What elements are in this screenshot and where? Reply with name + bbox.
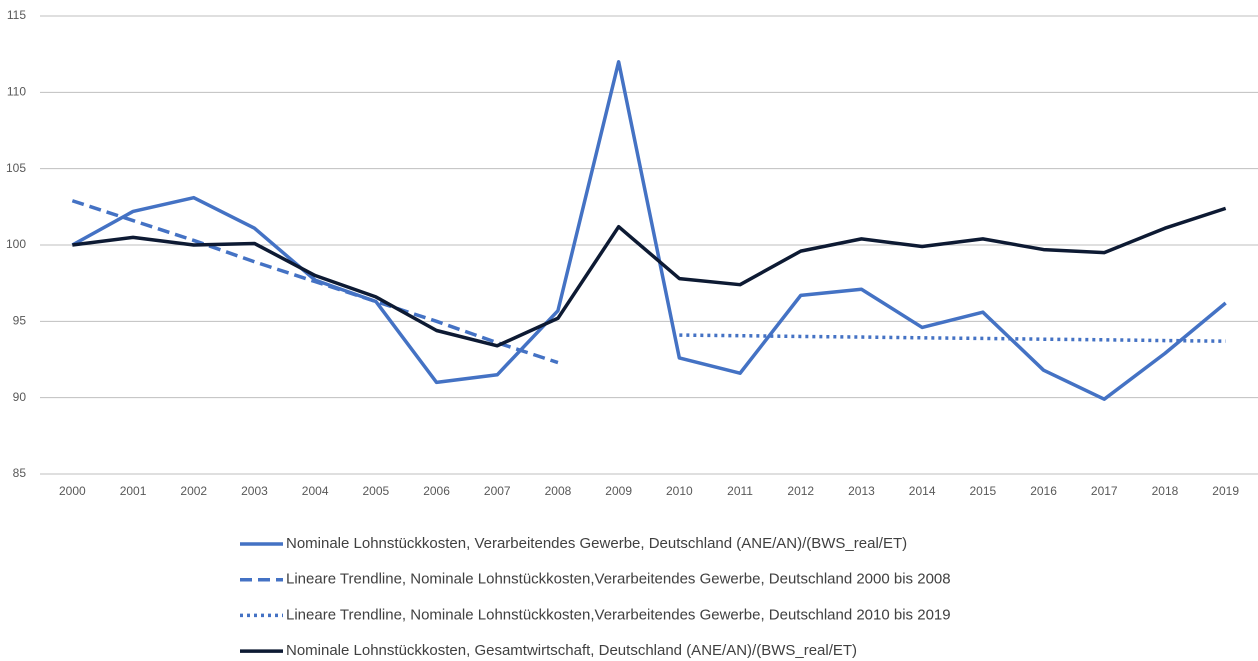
x-tick-label: 2011 <box>727 484 753 498</box>
series-line <box>679 333 1226 343</box>
legend-label: Lineare Trendline, Nominale Lohnstückkos… <box>286 606 951 623</box>
y-tick-label: 90 <box>13 390 27 404</box>
x-tick-label: 2012 <box>787 484 814 498</box>
x-tick-label: 2010 <box>666 484 693 498</box>
x-tick-label: 2001 <box>120 484 147 498</box>
x-tick-label: 2003 <box>241 484 268 498</box>
x-tick-label: 2016 <box>1030 484 1057 498</box>
y-tick-label: 100 <box>6 237 26 251</box>
y-tick-label: 95 <box>13 314 27 328</box>
y-tick-label: 115 <box>7 8 26 22</box>
x-tick-label: 2014 <box>909 484 936 498</box>
y-tick-label: 110 <box>7 85 26 99</box>
legend-label: Nominale Lohnstückkosten, Gesamtwirtscha… <box>286 642 857 659</box>
x-tick-label: 2002 <box>180 484 207 498</box>
x-tick-label: 2009 <box>605 484 632 498</box>
x-tick-label: 2005 <box>362 484 389 498</box>
legend-label: Lineare Trendline, Nominale Lohnstückkos… <box>286 571 951 588</box>
legend-label: Nominale Lohnstückkosten, Verarbeitendes… <box>286 535 907 552</box>
x-tick-label: 2018 <box>1152 484 1179 498</box>
x-tick-label: 2017 <box>1091 484 1118 498</box>
x-tick-label: 2015 <box>969 484 996 498</box>
x-tick-label: 2004 <box>302 484 329 498</box>
series-line <box>71 60 1227 401</box>
x-tick-label: 2013 <box>848 484 875 498</box>
x-tick-label: 2000 <box>59 484 86 498</box>
series-line <box>71 199 559 365</box>
x-tick-label: 2019 <box>1212 484 1239 498</box>
legend: Nominale Lohnstückkosten, Verarbeitendes… <box>240 535 951 659</box>
series-line <box>72 206 1227 348</box>
y-tick-label: 105 <box>6 161 26 175</box>
x-tick-label: 2007 <box>484 484 511 498</box>
x-tick-label: 2006 <box>423 484 450 498</box>
y-tick-label: 85 <box>13 466 27 480</box>
x-tick-label: 2008 <box>545 484 572 498</box>
